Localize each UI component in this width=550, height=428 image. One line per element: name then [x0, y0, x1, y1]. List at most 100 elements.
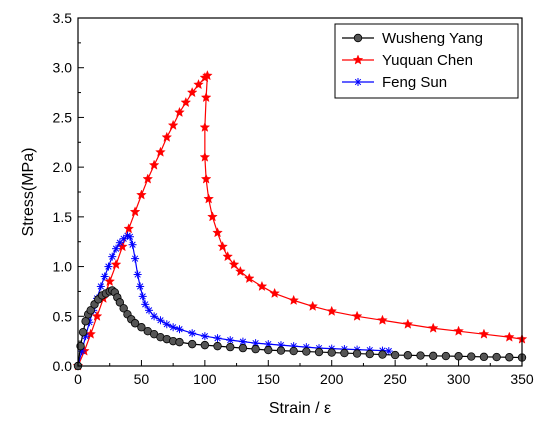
data-point-wusheng-yang: [264, 345, 273, 355]
data-point-feng-sun: [175, 325, 184, 334]
data-point-wusheng-yang: [492, 352, 501, 362]
x-tick-label: 0: [74, 371, 82, 387]
data-point-feng-sun: [188, 329, 197, 338]
data-point-wusheng-yang: [81, 317, 90, 326]
data-point-yuquan-chen: [200, 173, 212, 184]
y-tick-label: 0.5: [53, 308, 73, 324]
data-point-yuquan-chen: [307, 300, 318, 311]
y-tick-label: 2.0: [53, 159, 73, 175]
data-point-feng-sun: [162, 320, 171, 329]
data-point-feng-sun: [100, 272, 109, 281]
data-point-yuquan-chen: [129, 206, 141, 217]
data-point-feng-sun: [96, 282, 105, 291]
data-point-wusheng-yang: [340, 348, 349, 358]
data-point-yuquan-chen: [202, 70, 213, 81]
y-tick-label: 1.5: [53, 209, 73, 225]
data-point-yuquan-chen: [200, 92, 212, 103]
data-point-wusheng-yang: [505, 353, 514, 362]
data-point-feng-sun: [108, 252, 117, 261]
data-point-wusheng-yang: [289, 346, 298, 356]
data-point-yuquan-chen: [453, 325, 464, 336]
data-point-wusheng-yang: [76, 341, 85, 351]
legend-label: Feng Sun: [382, 74, 447, 91]
y-tick-label: 3.5: [53, 10, 73, 26]
data-point-yuquan-chen: [161, 131, 173, 142]
data-point-yuquan-chen: [167, 119, 179, 130]
data-point-yuquan-chen: [148, 159, 160, 170]
data-point-yuquan-chen: [142, 173, 154, 184]
y-tick-label: 2.5: [53, 109, 73, 125]
data-point-feng-sun: [226, 336, 235, 345]
data-point-wusheng-yang: [200, 340, 210, 350]
data-point-yuquan-chen: [110, 259, 122, 270]
legend-items: Wusheng Yang Yuquan Chen Feng Sun: [342, 30, 483, 91]
data-point-yuquan-chen: [104, 275, 115, 286]
axis-layer: 0 50 100 150 200 250 300 350 0.0 0.5 1.0 1.5 2.0 2.5 3…: [53, 10, 534, 387]
data-point-yuquan-chen: [228, 259, 240, 270]
data-point-wusheng-yang: [467, 352, 476, 361]
data-point-yuquan-chen: [180, 96, 192, 107]
legend-item-feng-sun: Feng Sun: [342, 74, 447, 91]
y-tick-label: 0.0: [53, 358, 73, 374]
data-point-wusheng-yang: [403, 351, 413, 360]
series-layer: [72, 70, 528, 371]
data-point-feng-sun: [126, 232, 135, 241]
data-point-wusheng-yang: [441, 351, 451, 361]
data-point-yuquan-chen: [199, 121, 211, 132]
data-point-feng-sun: [384, 347, 393, 356]
legend-label: Wusheng Yang: [382, 30, 483, 47]
series-feng-sun: [74, 231, 393, 370]
data-point-wusheng-yang: [251, 344, 260, 354]
data-point-yuquan-chen: [351, 310, 363, 321]
data-point-wusheng-yang: [352, 349, 362, 358]
data-point-feng-sun: [145, 306, 154, 315]
legend-marker: [354, 78, 362, 86]
data-point-yuquan-chen: [155, 146, 166, 157]
data-point-wusheng-yang: [276, 346, 286, 355]
data-point-wusheng-yang: [479, 352, 489, 362]
data-point-feng-sun: [112, 244, 121, 253]
legend: Wusheng Yang Yuquan Chen Feng Sun: [334, 23, 519, 99]
data-point-yuquan-chen: [207, 211, 218, 222]
data-point-yuquan-chen: [326, 305, 337, 316]
data-point-yuquan-chen: [91, 310, 103, 321]
data-point-wusheng-yang: [130, 319, 140, 328]
legend-label: Yuquan Chen: [382, 52, 473, 69]
data-point-yuquan-chen: [402, 318, 414, 329]
data-point-yuquan-chen: [186, 87, 198, 98]
data-point-feng-sun: [138, 292, 147, 301]
series-line-yuquan-chen: [77, 74, 523, 367]
data-point-feng-sun: [104, 262, 113, 271]
data-point-yuquan-chen: [235, 266, 246, 277]
data-point-yuquan-chen: [243, 272, 255, 283]
data-point-yuquan-chen: [193, 79, 204, 90]
data-point-yuquan-chen: [199, 151, 211, 162]
data-point-feng-sun: [213, 334, 222, 343]
legend-box: [334, 23, 519, 99]
data-point-yuquan-chen: [203, 193, 214, 204]
legend-item-wusheng-yang: Wusheng Yang: [342, 30, 483, 47]
data-point-yuquan-chen: [478, 328, 490, 339]
x-axis-title: Strain / ε: [269, 400, 331, 417]
data-point-feng-sun: [141, 300, 150, 309]
series-wusheng-yang: [73, 286, 527, 371]
data-point-wusheng-yang: [226, 342, 235, 352]
x-tick-label: 50: [134, 371, 150, 387]
x-tick-label: 350: [510, 371, 534, 387]
data-point-yuquan-chen: [174, 106, 185, 117]
legend-marker: [353, 33, 363, 43]
data-point-wusheng-yang: [327, 348, 336, 357]
data-point-wusheng-yang: [454, 352, 463, 361]
data-point-wusheng-yang: [314, 347, 324, 357]
data-point-yuquan-chen: [222, 251, 233, 262]
data-point-wusheng-yang: [78, 327, 88, 337]
data-point-feng-sun: [136, 282, 145, 291]
data-point-yuquan-chen: [136, 189, 147, 200]
x-tick-label: 300: [447, 371, 471, 387]
x-tick-label: 150: [257, 371, 281, 387]
data-point-yuquan-chen: [427, 322, 439, 333]
data-point-feng-sun: [150, 312, 159, 321]
data-point-feng-sun: [200, 332, 209, 341]
data-point-yuquan-chen: [217, 241, 228, 252]
data-point-feng-sun: [131, 254, 140, 263]
